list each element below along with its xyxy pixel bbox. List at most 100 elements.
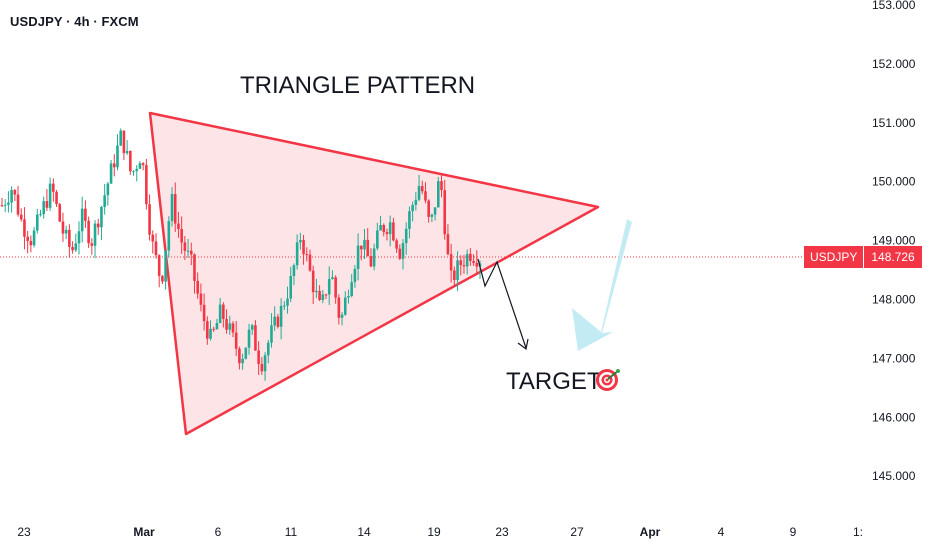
candle-body	[318, 290, 321, 300]
price-axis-tick: 147.000	[872, 351, 916, 365]
candle-body	[106, 183, 110, 196]
candle-body	[145, 165, 148, 205]
candle-body	[16, 194, 20, 215]
candle-body	[379, 224, 382, 231]
candle-body	[308, 254, 312, 271]
candle-body	[55, 191, 58, 205]
candle-body	[250, 325, 254, 330]
candle-body	[164, 250, 167, 282]
projection-arrowhead	[517, 338, 529, 351]
time-axis-tick: 23	[495, 525, 509, 539]
target-direction-arrow[interactable]	[572, 219, 632, 351]
candle-body	[337, 297, 341, 318]
candle-body	[286, 298, 289, 306]
candle-body	[183, 242, 187, 251]
time-axis[interactable]: 23 Mar 6 11 14 19 23 27 Apr 4 9 1:	[17, 525, 863, 539]
candle-body	[241, 358, 244, 364]
candle-body	[42, 201, 46, 215]
candle-body	[64, 229, 68, 234]
candle-body	[29, 240, 33, 246]
candle-body	[289, 276, 293, 299]
candle-body	[68, 229, 71, 247]
triangle-pattern[interactable]	[148, 111, 600, 436]
price-axis-tick: 149.000	[872, 234, 916, 248]
triangle-pattern-label: TRIANGLE PATTERN	[240, 72, 475, 99]
candle-body	[315, 290, 318, 293]
candle-body	[103, 195, 106, 207]
price-axis-tick: 146.000	[872, 410, 916, 424]
candle-body	[305, 254, 309, 256]
candle-body	[199, 293, 203, 305]
candle-body	[93, 223, 97, 246]
candle-body	[385, 232, 389, 235]
price-badge-value: 148.726	[864, 246, 922, 268]
candle-body	[7, 202, 10, 205]
candle-body	[129, 151, 132, 172]
candle-body	[48, 183, 52, 208]
time-axis-tick: Apr	[640, 525, 661, 539]
candle-body	[376, 230, 379, 249]
candle-body	[276, 316, 280, 327]
candle-body	[228, 323, 232, 330]
candle-body	[334, 277, 337, 298]
candle-body	[180, 229, 183, 243]
price-axis-tick: 148.000	[872, 293, 916, 307]
candle-body	[353, 269, 357, 283]
candle-body	[440, 181, 443, 191]
candle-body	[266, 342, 270, 356]
candle-body	[13, 190, 17, 195]
candle-body	[186, 250, 190, 252]
candle-body	[119, 130, 122, 146]
candle-body	[244, 347, 248, 359]
candle-body	[279, 305, 283, 327]
candle-body	[26, 236, 29, 241]
candle-body	[331, 277, 334, 280]
price-axis-tick: 145.000	[872, 469, 916, 483]
candle-body	[343, 297, 347, 315]
candle-body	[327, 279, 331, 295]
chart-title: USDJPY · 4h · FXCM	[10, 14, 139, 29]
candle-body	[456, 260, 459, 280]
candle-body	[116, 145, 119, 168]
candle-body	[347, 296, 350, 298]
candle-body	[453, 270, 456, 280]
candle-body	[212, 328, 216, 330]
candle-body	[161, 275, 164, 282]
candle-body	[247, 329, 251, 348]
candle-body	[45, 201, 49, 208]
candle-body	[254, 325, 257, 351]
candle-body	[443, 190, 447, 235]
price-axis[interactable]: 145.000 146.000 147.000 148.000 149.000 150.0…	[872, 0, 916, 483]
candle-body	[177, 223, 180, 230]
candle-body	[96, 223, 100, 228]
candle-body	[372, 248, 376, 267]
candle-body	[427, 200, 430, 217]
candle-body	[157, 255, 161, 276]
candle-body	[340, 314, 344, 318]
candle-body	[350, 282, 353, 297]
candle-body	[321, 294, 325, 300]
candle-body	[3, 204, 7, 206]
candlestick-series	[0, 128, 482, 381]
candle-body	[411, 204, 414, 212]
candle-body	[356, 245, 360, 270]
candle-body	[299, 239, 302, 243]
candle-body	[302, 239, 305, 255]
candle-body	[231, 323, 235, 333]
time-axis-tick: Mar	[133, 525, 155, 539]
candle-body	[424, 191, 427, 201]
candle-body	[462, 265, 466, 267]
projection-line[interactable]	[477, 258, 527, 349]
candle-body	[270, 325, 273, 343]
candle-body	[257, 350, 260, 364]
candle-body	[324, 294, 328, 296]
candle-body	[446, 234, 450, 255]
candle-body	[363, 239, 366, 250]
candle-body	[283, 305, 286, 307]
candle-body	[472, 260, 475, 263]
candle-body	[52, 183, 55, 192]
candle-body	[173, 194, 177, 224]
candle-body	[202, 304, 206, 322]
